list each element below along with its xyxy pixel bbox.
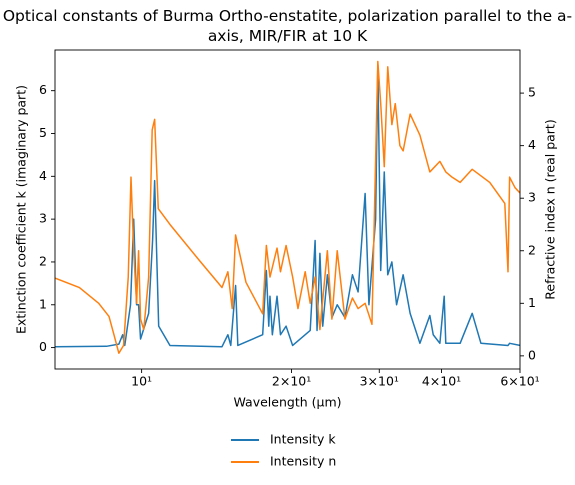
plot-frame: [54, 49, 521, 370]
y2-tick-label: 3: [528, 190, 536, 205]
y-tick-label: 3: [39, 211, 47, 226]
y-tick-label: 4: [39, 168, 47, 183]
y-tick-label: 2: [39, 253, 47, 268]
y-tick-label: 1: [39, 296, 47, 311]
y2-axis-label: Refractive index n (real part): [543, 119, 558, 299]
y2-tick-label: 2: [528, 242, 536, 257]
chart-title: Optical constants of Burma Ortho-enstati…: [2, 7, 573, 45]
y-tick-label: 0: [39, 339, 47, 354]
y-axis-label: Extinction coefficient k (imaginary part…: [14, 85, 29, 334]
x-tick-label: 4×10¹: [422, 374, 461, 389]
y2-tick-label: 5: [528, 85, 536, 100]
y2-tick-label: 1: [528, 295, 536, 310]
x-tick-label: 3×10¹: [360, 374, 399, 389]
x-tick-label: 10¹: [131, 374, 152, 389]
y2-tick-label: 0: [528, 347, 536, 362]
y-tick-label: 6: [39, 82, 47, 97]
x-axis-label: Wavelength (μm): [233, 395, 341, 410]
x-tick-label: 6×10¹: [500, 374, 539, 389]
y2-tick-label: 4: [528, 137, 536, 152]
legend-label: Intensity k: [270, 432, 336, 447]
legend-label: Intensity n: [270, 454, 336, 469]
series-line: [55, 60, 520, 354]
series-line: [55, 64, 520, 348]
y-tick-label: 5: [39, 125, 47, 140]
x-tick-label: 2×10¹: [272, 374, 311, 389]
